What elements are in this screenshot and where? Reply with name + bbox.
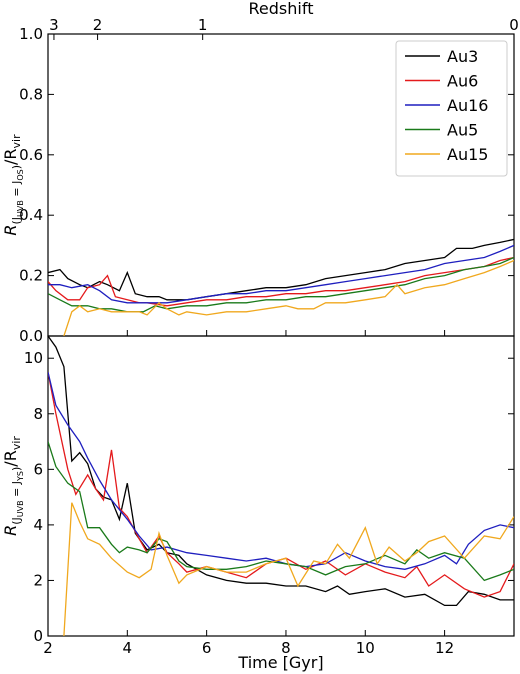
- x-tick-label: 2: [43, 639, 53, 657]
- top-axis-label: Redshift: [249, 0, 314, 18]
- y-tick-label: 0.2: [19, 267, 43, 285]
- series-line-au3: [48, 238, 514, 301]
- bottom-panel: 0 2 4 6 8 10: [24, 336, 514, 645]
- legend-label-au15: Au15: [447, 145, 488, 164]
- y-tick-label: 6: [33, 460, 43, 478]
- svg-text:R(JUVB = JOS)/Rvir: R(JUVB = JOS)/Rvir: [1, 134, 25, 236]
- legend-label-au6: Au6: [447, 72, 478, 91]
- bottom-panel-ylabel: R(JUVB = JYS)/Rvir: [1, 436, 25, 536]
- series-line-au15: [63, 259, 514, 336]
- series-line-au5: [48, 256, 514, 313]
- y-tick-label: 0.8: [19, 85, 43, 103]
- x-tick-label: 8: [281, 639, 291, 657]
- top-tick-label: 3: [49, 16, 59, 34]
- y-tick-label: 10: [24, 349, 43, 367]
- series-line-au15: [63, 502, 514, 636]
- series-line-au16: [48, 371, 514, 570]
- legend: Au3 Au6 Au16 Au5 Au15: [395, 40, 508, 177]
- y-tick-label: 2: [33, 571, 43, 589]
- top-tick-label: 1: [198, 16, 208, 34]
- series-line-au3: [48, 336, 514, 607]
- x-tick-label: 6: [202, 639, 212, 657]
- y-tick-label: 1.0: [19, 25, 43, 43]
- legend-box: [395, 40, 508, 177]
- series-line-au5: [48, 441, 514, 582]
- x-tick-label: 12: [435, 639, 454, 657]
- bottom-panel-frame: [47, 335, 515, 637]
- top-panel: 0.0 0.2 0.4 0.6 0.8 1.0: [19, 25, 514, 345]
- y-tick-label: 0: [33, 627, 43, 645]
- legend-label-au5: Au5: [447, 121, 478, 140]
- y-tick-label: 4: [33, 516, 43, 534]
- x-tick-label: 4: [123, 639, 133, 657]
- y-tick-label: 8: [33, 405, 43, 423]
- top-axis-ticks: 3 2 1 0: [49, 16, 519, 40]
- top-tick-label: 2: [93, 16, 103, 34]
- x-axis-label: Time [Gyr]: [237, 653, 323, 672]
- y-tick-label: 0.0: [19, 327, 43, 345]
- x-tick-label: 10: [356, 639, 375, 657]
- legend-label-au16: Au16: [447, 96, 488, 115]
- top-tick-label: 0: [509, 16, 519, 34]
- svg-text:R(JUVB = JYS)/Rvir: R(JUVB = JYS)/Rvir: [1, 436, 25, 536]
- y-tick-label: 0.6: [19, 146, 43, 164]
- legend-label-au3: Au3: [447, 47, 478, 66]
- y-tick-label: 0.4: [19, 206, 43, 224]
- series-line-au16: [48, 244, 514, 304]
- series-line-au6: [48, 256, 514, 307]
- top-panel-ylabel: R(JUVB = JOS)/Rvir: [1, 134, 25, 236]
- x-axis-ticks: 2 4 6 8 10 12: [43, 330, 454, 657]
